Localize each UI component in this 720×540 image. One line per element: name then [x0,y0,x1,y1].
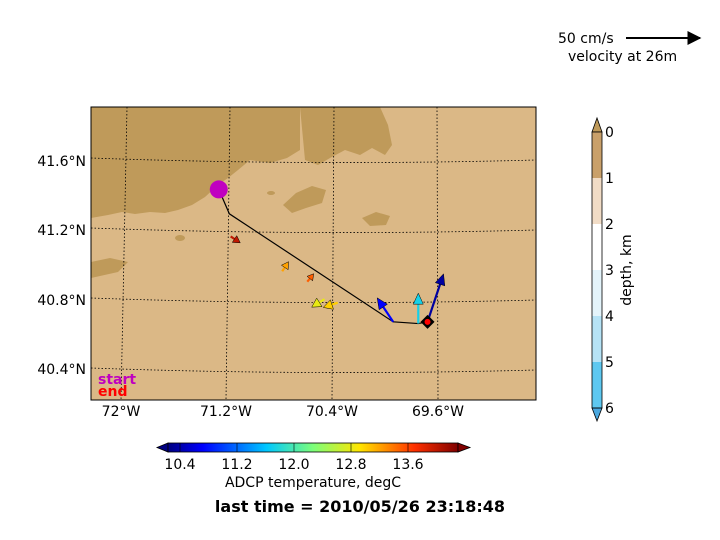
temperature-colorbar: 10.4 11.2 12.0 12.8 13.6 ADCP temperatur… [155,442,472,491]
lat-label: 40.8°N [37,293,86,309]
lon-label: 70.4°W [306,404,358,420]
depth-band [592,178,602,224]
temp-tick: 13.6 [392,457,423,473]
depth-colorbar: 0 1 2 3 4 5 6 depth, km [591,116,635,423]
map-frame [90,106,537,401]
cape-cod [300,107,392,165]
velocity-vector-head [306,273,315,282]
depth-colorbar-label: depth, km [619,234,635,305]
lon-label: 72°W [102,404,141,420]
martha-vineyard [283,186,326,213]
land-shapes [91,107,392,278]
velocity-vector-head [280,261,289,271]
parallel-line [91,297,536,303]
start-marker [209,180,228,199]
lon-label: 69.6°W [412,404,464,420]
velocity-vector-head [322,299,334,310]
temp-colorbar-body [167,442,459,453]
last-time-label: last time = 2010/05/26 23:18:48 [215,497,505,516]
depth-tick: 1 [605,171,614,187]
depth-colorbar-frame [591,131,603,409]
velocity-vector-shaft [306,277,311,283]
depth-colorbar-bottom-extend [591,407,603,423]
temp-tick: 12.0 [278,457,309,473]
depth-tick: 0 [605,125,614,141]
velocity-vector-head [376,297,388,311]
velocity-vector-head [434,273,446,287]
velocity-vector-head [311,297,323,308]
start-label: start [98,372,136,388]
depth-band [592,362,602,408]
end-label: end [98,384,127,400]
map-panel: start end [90,106,537,401]
parallel-line [91,367,536,373]
track-layer [209,180,446,329]
temp-tick: 12.8 [335,457,366,473]
parallel-line [91,157,536,163]
temp-colorbar-right-extend [457,442,472,453]
latitude-labels: 41.6°N 41.2°N 40.8°N 40.4°N [37,154,86,378]
depth-tick: 2 [605,217,614,233]
graticule [91,107,536,400]
lat-label: 41.2°N [37,223,86,239]
lon-label: 71.2°W [200,404,252,420]
velocity-vector-shaft [382,306,395,323]
islet [267,191,275,195]
depth-tick: 5 [605,355,614,371]
depth-tick: 4 [605,309,614,325]
block-island [175,235,185,241]
temp-colorbar-left-extend [155,442,169,453]
scale-depth-label: velocity at 26m [568,49,677,65]
temp-tick: 10.4 [164,457,195,473]
longitude-labels: 72°W 71.2°W 70.4°W 69.6°W [102,404,465,420]
velocity-vector-head [412,292,424,305]
mainland-coast [91,107,300,218]
depth-band [592,224,602,270]
parallel-line [91,227,536,233]
depth-band [592,316,602,362]
long-island-tip [91,258,128,278]
end-marker-dot [424,318,431,325]
depth-tick: 6 [605,401,614,417]
scale-speed-label: 50 cm/s [558,31,614,47]
depth-tick: 3 [605,263,614,279]
nantucket [362,212,390,226]
velocity-vector-shaft [230,235,236,240]
velocity-vector-shaft [426,283,442,323]
depth-band [592,270,602,316]
velocity-vector-shaft [281,266,286,272]
velocity-vector-shaft [331,301,339,306]
temp-tick: 11.2 [221,457,252,473]
depth-colorbar-top-extend [591,116,603,133]
depth-band [592,132,602,178]
velocity-vector-head [231,235,241,244]
velocity-vector-shaft [318,298,326,304]
temp-colorbar-label: ADCP temperature, degC [225,475,401,491]
lat-label: 41.6°N [37,154,86,170]
lat-label: 40.4°N [37,362,86,378]
